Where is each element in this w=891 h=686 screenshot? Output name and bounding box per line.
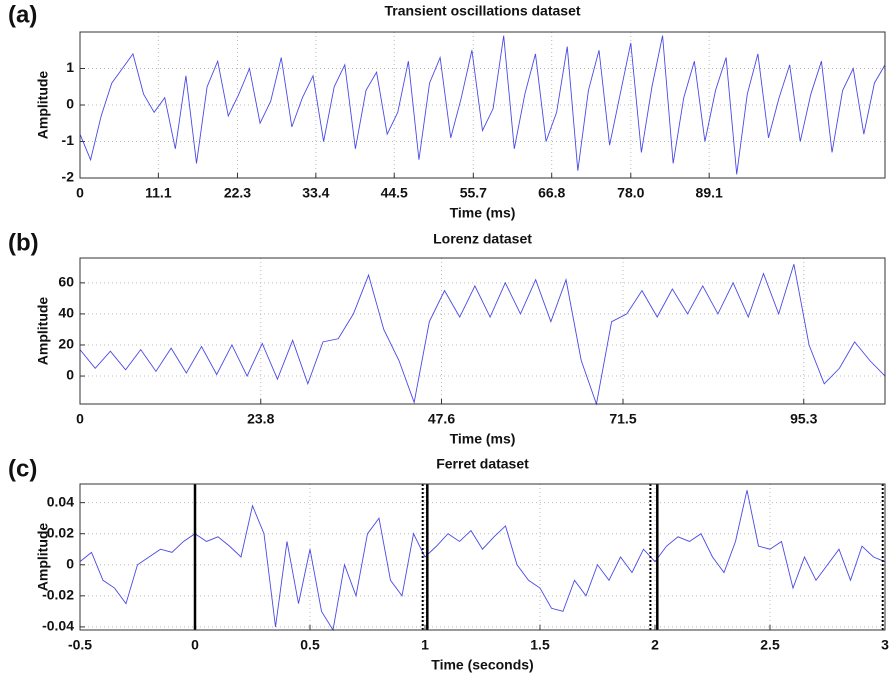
y-axis-label: Amplitude (35, 297, 51, 366)
chart-title: Ferret dataset (436, 456, 529, 472)
y-tick-label: 0.02 (47, 524, 74, 540)
signal-line (79, 490, 886, 632)
panel-label: (c) (8, 455, 37, 482)
y-tick-label: -2 (62, 169, 75, 185)
x-tick-label: 23.8 (247, 411, 274, 427)
plot-frame (79, 483, 886, 631)
x-tick-label: 33.4 (302, 185, 329, 201)
x-tick-label: 11.1 (145, 185, 172, 201)
y-axis-label: Amplitude (35, 71, 51, 140)
x-tick-label: 89.1 (696, 185, 723, 201)
signal-line (79, 264, 886, 406)
x-axis-label: Time (seconds) (431, 657, 533, 673)
x-tick-label: 0.5 (300, 637, 320, 653)
x-tick-label: 47.6 (428, 411, 455, 427)
y-tick-label: 0 (66, 555, 74, 571)
panel-label: (a) (8, 1, 37, 28)
y-tick-label: 20 (58, 336, 74, 352)
y-tick-label: 0 (66, 96, 74, 112)
x-tick-label: 22.3 (224, 185, 251, 201)
plot-frame (79, 257, 886, 405)
x-tick-label: 3 (881, 637, 889, 653)
x-tick-label: 0 (76, 411, 84, 427)
x-tick-label: 2.5 (760, 637, 780, 653)
chart-title: Transient oscillations dataset (384, 3, 580, 19)
x-axis-label: Time (ms) (450, 431, 516, 447)
y-tick-label: 60 (58, 274, 74, 290)
x-tick-label: 55.7 (460, 185, 487, 201)
x-tick-label: 44.5 (381, 185, 408, 201)
x-tick-label: 66.8 (538, 185, 565, 201)
x-tick-label: 0 (191, 637, 199, 653)
x-tick-label: 95.3 (790, 411, 817, 427)
panel-label: (b) (8, 229, 39, 256)
y-tick-label: -0.04 (42, 618, 74, 634)
x-tick-label: -0.5 (68, 637, 92, 653)
chart-title: Lorenz dataset (433, 231, 532, 247)
x-tick-label: 71.5 (609, 411, 636, 427)
x-tick-label: 1.5 (530, 637, 550, 653)
y-tick-label: 0 (66, 367, 74, 383)
x-tick-label: 0 (76, 185, 84, 201)
x-tick-label: 2 (651, 637, 659, 653)
y-axis-label: Amplitude (35, 523, 51, 592)
x-axis-label: Time (ms) (450, 205, 516, 221)
plot-frame (79, 31, 886, 179)
y-tick-label: 0.04 (47, 493, 74, 509)
y-tick-label: 40 (58, 305, 74, 321)
signal-line (79, 35, 886, 175)
x-tick-label: 78.0 (617, 185, 644, 201)
y-tick-label: 1 (66, 59, 74, 75)
y-tick-label: -0.02 (42, 587, 74, 603)
x-tick-label: 1 (421, 637, 429, 653)
y-tick-label: -1 (62, 132, 75, 148)
